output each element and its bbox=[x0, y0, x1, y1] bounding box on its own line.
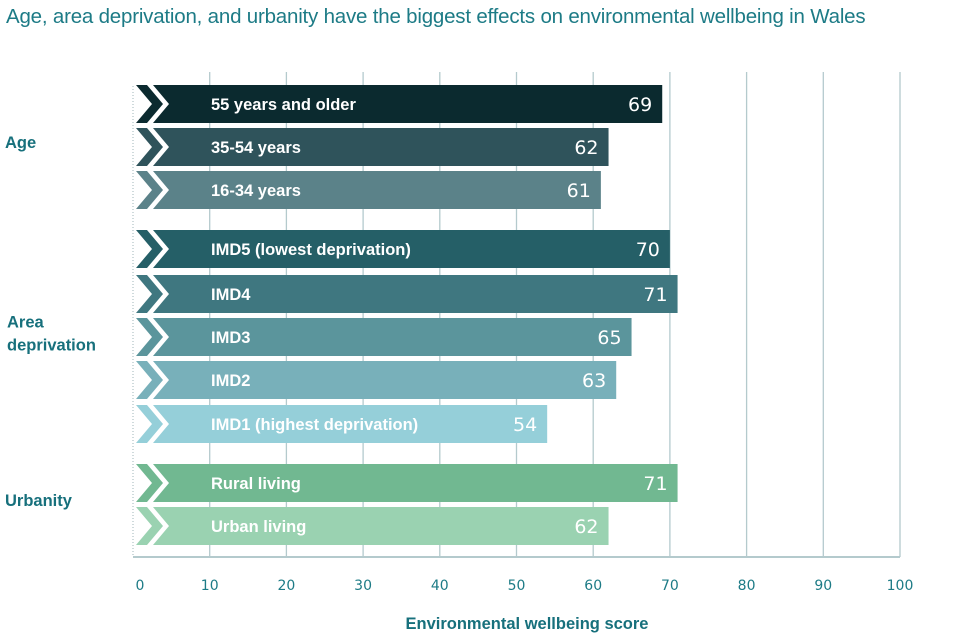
bar-value-label: 65 bbox=[597, 327, 621, 349]
group-label-line: Age bbox=[5, 134, 36, 152]
bar-chevron-icon bbox=[136, 318, 163, 356]
bar bbox=[153, 507, 609, 545]
bar-chevron-icon bbox=[136, 171, 163, 209]
x-tick-label: 70 bbox=[661, 578, 679, 594]
bar-category-label: IMD4 bbox=[211, 286, 251, 304]
bars bbox=[136, 85, 678, 545]
x-tick-label: 90 bbox=[814, 578, 832, 594]
group-label: Area deprivation bbox=[7, 314, 96, 355]
bar-category-label: 16-34 years bbox=[211, 182, 301, 200]
x-tick-label: 40 bbox=[431, 578, 449, 594]
bar-chevron-icon bbox=[136, 85, 163, 123]
bar bbox=[153, 230, 670, 268]
bar bbox=[153, 275, 678, 313]
bar-category-label: IMD1 (highest deprivation) bbox=[211, 416, 418, 434]
bar-category-label: 55 years and older bbox=[211, 96, 356, 114]
bar-chevron-icon bbox=[136, 464, 163, 502]
bar-value-label: 71 bbox=[643, 284, 667, 306]
bar-chevron-icon bbox=[136, 230, 163, 268]
bar-category-label: IMD2 bbox=[211, 372, 250, 390]
bar-chevron-icon bbox=[136, 275, 163, 313]
bar-value-label: 62 bbox=[574, 137, 598, 159]
bar bbox=[153, 361, 617, 399]
bar bbox=[153, 128, 609, 166]
x-tick-label: 10 bbox=[201, 578, 219, 594]
bar-chevron-icon bbox=[136, 128, 163, 166]
bar bbox=[153, 464, 678, 502]
x-tick-label: 30 bbox=[354, 578, 372, 594]
bar-chevron-icon bbox=[136, 361, 163, 399]
bar-chevron-icon bbox=[136, 405, 163, 443]
bar-value-label: 71 bbox=[643, 473, 667, 495]
x-tick-label: 80 bbox=[738, 578, 756, 594]
bar-value-label: 69 bbox=[628, 94, 652, 116]
bar-category-label: 35-54 years bbox=[211, 139, 301, 157]
x-axis-title: Environmental wellbeing score bbox=[406, 615, 649, 633]
x-tick-label: 0 bbox=[136, 578, 145, 594]
bar-category-label: Urban living bbox=[211, 518, 306, 536]
bar-value-label: 61 bbox=[567, 180, 591, 202]
bar-category-label: Rural living bbox=[211, 475, 301, 493]
x-axis: 0 10 20 30 40 50 60 70 80 90 100 bbox=[133, 556, 914, 594]
group-label: Age bbox=[5, 134, 36, 152]
group-label-line: deprivation bbox=[7, 337, 96, 355]
bar bbox=[153, 318, 632, 356]
bar bbox=[153, 171, 601, 209]
group-label-line: Area bbox=[7, 314, 45, 332]
x-tick-label: 60 bbox=[584, 578, 602, 594]
bar bbox=[153, 85, 663, 123]
bar-category-label: IMD5 (lowest deprivation) bbox=[211, 241, 411, 259]
bar-value-label: 63 bbox=[582, 370, 606, 392]
bar-value-label: 62 bbox=[574, 516, 598, 538]
x-tick-label: 20 bbox=[277, 578, 295, 594]
bar-category-label: IMD3 bbox=[211, 329, 250, 347]
bar bbox=[153, 405, 548, 443]
group-label: Urbanity bbox=[5, 492, 73, 510]
x-tick-label: 50 bbox=[508, 578, 526, 594]
chart-title: Age, area deprivation, and urbanity have… bbox=[6, 5, 866, 28]
labels: Age 55 years and older 69 35-54 years 62 16-3… bbox=[5, 94, 668, 538]
bar-value-label: 70 bbox=[636, 239, 660, 261]
x-tick-label: 100 bbox=[887, 578, 914, 594]
bar-value-label: 54 bbox=[513, 414, 537, 436]
group-label-line: Urbanity bbox=[5, 492, 73, 510]
bar-chevron-icon bbox=[136, 507, 163, 545]
